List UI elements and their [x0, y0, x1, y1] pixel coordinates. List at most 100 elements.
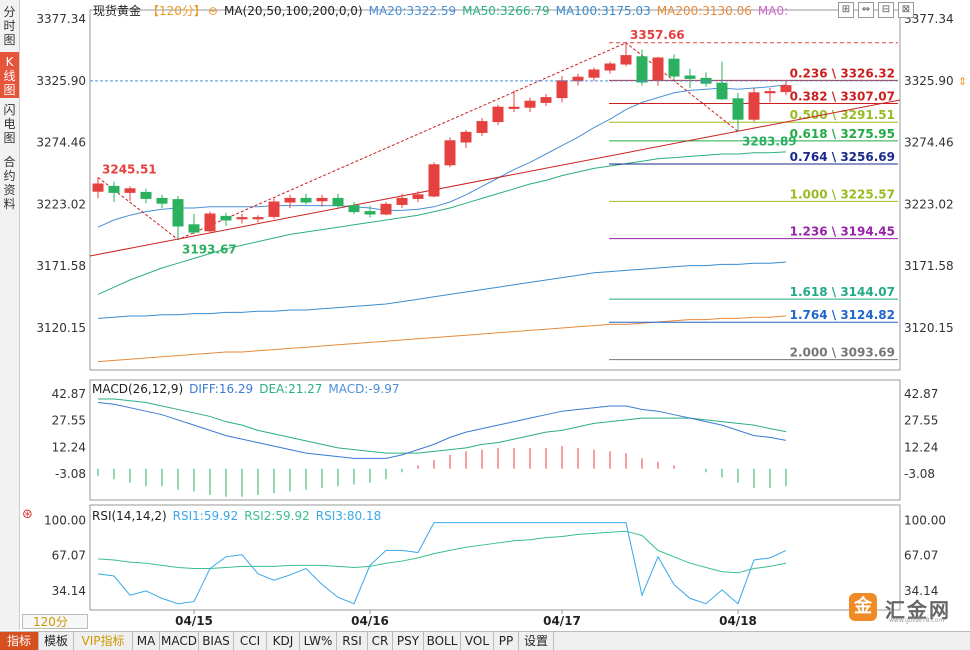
rsi-legend: RSI(14,14,2) RSI1:59.92 RSI2:59.92 RSI3:80.…	[92, 509, 387, 523]
indicator-tab[interactable]: VOL	[461, 632, 494, 650]
symbol-name: 现货黄金	[93, 4, 142, 18]
indicator-tab[interactable]: CCI	[234, 632, 267, 650]
candle-body	[268, 201, 280, 217]
macd-panel: 42.87 42.87 27.55 27.55 12.24 12.24 -3.08 -3.08	[52, 387, 938, 497]
chart-area[interactable]: 0.236 \ 3326.32 0.382 \ 3307.07 0.500 \ 32…	[20, 0, 970, 630]
date-label: 04/16	[351, 614, 389, 628]
period-selector[interactable]: 120分	[22, 614, 88, 629]
ma50-line	[97, 151, 787, 295]
rsi-left-tick: 34.14	[52, 584, 86, 598]
expand-icon[interactable]: ⇔	[858, 2, 874, 18]
tab-timeshare[interactable]: 分时图	[3, 5, 16, 47]
period-label[interactable]: 【120分】	[147, 4, 206, 18]
price-annotation: 3245.51	[102, 162, 157, 176]
trendline	[89, 42, 901, 257]
candle-body	[284, 197, 296, 203]
fib-level-label: 1.764 \ 3124.82	[790, 308, 895, 322]
left-tick-label: 3120.15	[36, 321, 86, 335]
candle-body	[108, 185, 120, 193]
ma-params: MA(20,50,100,200,0,0)	[223, 4, 363, 18]
candle-body	[780, 85, 792, 93]
target-icon[interactable]: ⊛	[22, 507, 33, 522]
candle-body	[604, 63, 616, 71]
fib-level-label: 0.236 \ 3326.32	[790, 66, 895, 80]
rsi1-value: RSI1:59.92	[172, 509, 239, 523]
logo-text: 汇金网	[885, 598, 951, 622]
candle-body	[172, 199, 184, 227]
price-annotation: 3357.66	[630, 28, 685, 42]
macd-left-tick: 42.87	[52, 387, 86, 401]
indicator-tab[interactable]: 模板	[39, 632, 74, 650]
candle-body	[156, 197, 168, 204]
candle-body	[460, 131, 472, 143]
indicator-tab[interactable]: PP	[494, 632, 519, 650]
date-label: 04/18	[719, 614, 757, 628]
fullscreen-icon[interactable]: ⊠	[898, 2, 914, 18]
candle-body	[540, 97, 552, 103]
price-annotation: 3193.67	[182, 243, 237, 257]
candle-body	[188, 224, 200, 233]
rsi2-value: RSI2:59.92	[244, 509, 310, 523]
macd-left-tick: 27.55	[52, 414, 86, 428]
indicator-tab[interactable]: BOLL	[424, 632, 461, 650]
fib-level-label: 1.618 \ 3144.07	[790, 285, 895, 299]
macd-title: MACD(26,12,9)	[92, 382, 184, 396]
left-tick-label: 3223.02	[36, 197, 86, 211]
candle-body	[444, 140, 456, 166]
candle-body	[252, 217, 264, 220]
candle-body	[316, 197, 328, 202]
indicator-tab[interactable]: PSY	[393, 632, 424, 650]
price-annotations: 3245.51 3193.67 3357.66 3283.89	[102, 28, 797, 257]
candle-body	[92, 183, 104, 192]
candle-body	[412, 194, 424, 199]
candle-body	[124, 188, 136, 193]
ma100-line	[97, 261, 787, 319]
candle-body	[492, 106, 504, 123]
ma50-value: MA50:3266.79	[462, 4, 550, 18]
fib-level-label: 1.000 \ 3225.57	[790, 187, 895, 201]
tab-lightning[interactable]: 闪电图	[3, 103, 16, 145]
indicator-tab[interactable]: RSI	[337, 632, 368, 650]
indicator-tab[interactable]: VIP指标	[74, 632, 133, 650]
rsi-right-tick: 100.00	[904, 514, 946, 528]
fib-level-label: 1.236 \ 3194.45	[790, 225, 895, 239]
macd-dea: DEA:21.27	[259, 382, 323, 396]
tab-kline[interactable]: K线图	[0, 52, 19, 98]
right-price-axis: 3377.34 3325.90 3274.46 3223.02 3171.58 3120.…	[90, 12, 967, 335]
macd-right-tick: 42.87	[904, 387, 938, 401]
chart-legend: 现货黄金 【120分】 ⊖ MA(20,50,100,200,0,0) MA20:332…	[93, 2, 794, 20]
rsi-left-tick: 67.07	[52, 549, 86, 563]
right-tick-label: 3274.46	[904, 136, 954, 150]
fib-level-label: 0.382 \ 3307.07	[790, 90, 895, 104]
fibonacci-levels: 0.236 \ 3326.32 0.382 \ 3307.07 0.500 \ 32…	[609, 42, 898, 361]
macd-value: MACD:-9.97	[328, 382, 400, 396]
candle-body	[476, 121, 488, 133]
indicator-tab[interactable]: BIAS	[199, 632, 234, 650]
settings-icon[interactable]: ⊖	[207, 4, 218, 18]
candle-body	[588, 69, 600, 78]
indicator-tab[interactable]: 设置	[519, 632, 554, 650]
candle-body	[636, 56, 648, 83]
rsi-title: RSI(14,14,2)	[92, 509, 167, 523]
indicator-tab[interactable]: MA	[133, 632, 160, 650]
rsi-panel-border	[89, 504, 901, 611]
ma0-value: MA0:	[757, 4, 789, 18]
wave-line	[97, 42, 739, 241]
indicator-tab-bar: 指标 模板 VIP指标 MA MACD BIAS CCI KDJ LW% RSI CR PSY BOLL…	[0, 631, 970, 650]
candle-body	[684, 75, 696, 79]
indicator-tab[interactable]: KDJ	[267, 632, 300, 650]
indicator-tab[interactable]: 指标	[0, 632, 39, 650]
indicator-tab[interactable]: LW%	[300, 632, 337, 650]
indicator-tab[interactable]: MACD	[160, 632, 199, 650]
ma200-line	[97, 315, 787, 363]
crosshair-icon[interactable]: ⊞	[838, 2, 854, 18]
rsi-right-tick: 67.07	[904, 549, 938, 563]
macd-diff-line	[97, 401, 787, 459]
indicator-tab[interactable]: CR	[368, 632, 393, 650]
macd-dea-line	[98, 398, 787, 454]
candle-body	[140, 191, 152, 199]
tab-contract-info[interactable]: 合约资料	[3, 155, 16, 211]
gold678-logo: 金 汇金网 www.gold678.com	[849, 591, 959, 625]
rsi1-line	[97, 522, 787, 605]
zoom-out-icon[interactable]: ⊟	[878, 2, 894, 18]
